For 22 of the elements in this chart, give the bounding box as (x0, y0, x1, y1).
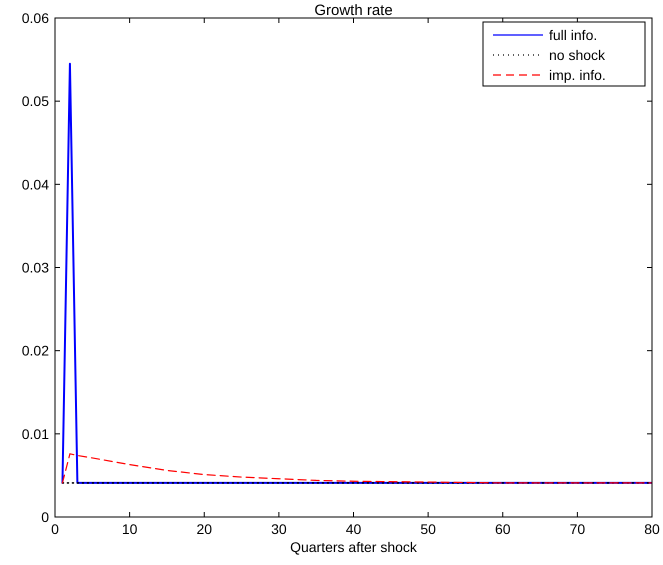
chart-title: Growth rate (314, 2, 393, 19)
x-tick-label: 50 (420, 521, 436, 537)
legend-label: no shock (549, 47, 606, 63)
x-tick-label: 20 (196, 521, 212, 537)
y-tick-label: 0.04 (22, 176, 50, 192)
x-tick-label: 70 (570, 521, 586, 537)
legend-label: full info. (549, 27, 598, 43)
y-tick-label: 0 (41, 509, 50, 525)
x-tick-label: 80 (644, 521, 660, 537)
y-tick-label: 0.02 (22, 342, 50, 359)
y-tick-label: 0.06 (22, 10, 50, 26)
y-tick-label: 0.03 (22, 260, 50, 276)
y-tick-label: 0.05 (22, 93, 50, 110)
x-tick-label: 10 (122, 521, 138, 537)
legend-label: imp. info. (549, 67, 606, 83)
x-tick-label: 30 (271, 521, 287, 537)
line-series (62, 453, 652, 484)
y-tick-label: 0.01 (22, 426, 50, 442)
x-axis-title: Quarters after shock (290, 539, 418, 555)
x-tick-label: 0 (51, 521, 60, 537)
x-tick-label: 60 (494, 521, 511, 537)
x-tick-label: 40 (346, 521, 362, 537)
